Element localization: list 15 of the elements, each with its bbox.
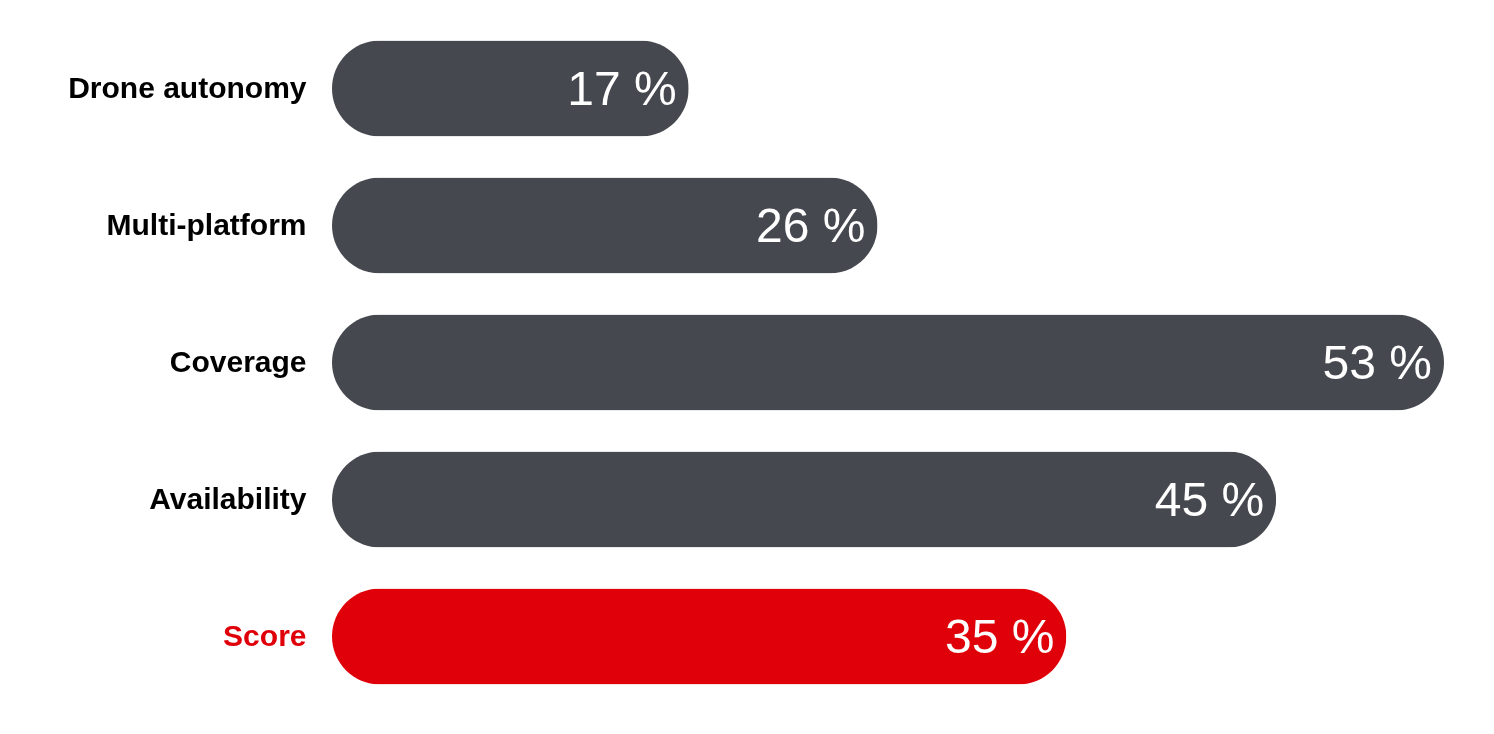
data-label: 26 % (756, 198, 866, 252)
y-tick-label: Coverage (169, 344, 307, 378)
data-label: 17 % (567, 61, 677, 115)
bar (332, 588, 1067, 685)
data-label: 45 % (1154, 472, 1265, 526)
bar (332, 177, 878, 274)
bar (332, 314, 1444, 411)
y-tick-label: Multi-platform (106, 207, 307, 241)
y-tick-label: Score (223, 618, 307, 652)
bar (332, 40, 689, 137)
bar (332, 451, 1277, 548)
data-label: 53 % (1322, 335, 1432, 389)
y-tick-label: Drone autonomy (68, 70, 307, 104)
data-label: 35 % (944, 609, 1055, 663)
y-tick-label: Availability (149, 481, 307, 515)
